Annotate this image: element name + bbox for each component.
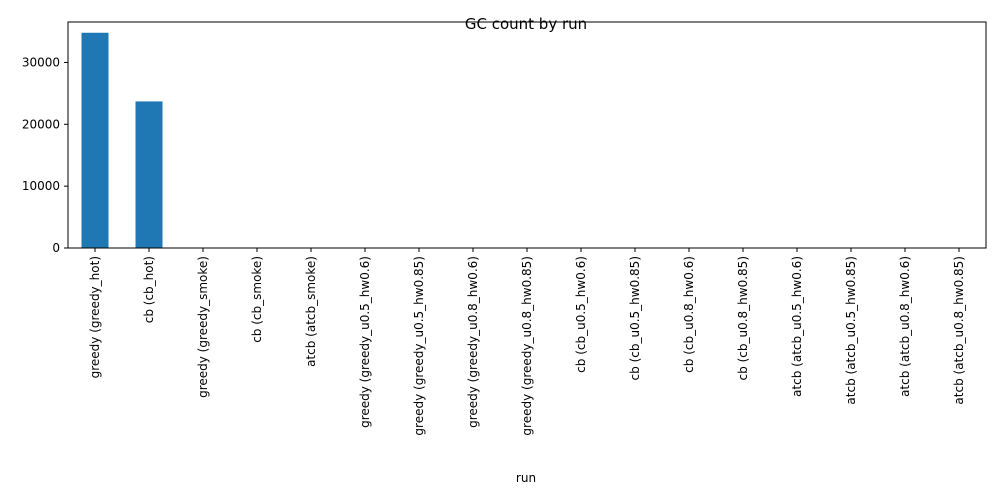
x-tick-label: cb (cb_u0.8_hw0.6) bbox=[682, 256, 696, 373]
x-tick-label: cb (cb_u0.5_hw0.85) bbox=[628, 256, 642, 380]
y-axis-ticks: 0 10000 20000 30000 bbox=[22, 55, 68, 255]
x-tick-label: atcb (atcb_smoke) bbox=[304, 256, 318, 367]
x-tick-label: atcb (atcb_u0.5_hw0.85) bbox=[844, 256, 858, 405]
chart-title: GC count by run bbox=[465, 15, 587, 33]
x-tick-label: greedy (greedy_smoke) bbox=[196, 256, 210, 398]
x-tick-label: cb (cb_smoke) bbox=[250, 256, 264, 343]
x-axis-label: run bbox=[516, 471, 536, 485]
bars-group bbox=[81, 32, 163, 249]
x-tick-label: greedy (greedy_u0.8_hw0.85) bbox=[520, 256, 534, 436]
y-tick-label: 20000 bbox=[22, 117, 60, 131]
bar bbox=[135, 101, 163, 248]
y-tick-label: 30000 bbox=[22, 55, 60, 69]
x-tick-label: greedy (greedy_u0.5_hw0.6) bbox=[358, 256, 372, 428]
x-tick-label: cb (cb_u0.5_hw0.6) bbox=[574, 256, 588, 373]
y-tick-label: 10000 bbox=[22, 179, 60, 193]
plot-frame bbox=[67, 21, 987, 249]
x-tick-label: cb (cb_u0.8_hw0.85) bbox=[736, 256, 750, 380]
x-tick-label: atcb (atcb_u0.8_hw0.6) bbox=[898, 256, 912, 397]
x-tick-label: atcb (atcb_u0.8_hw0.85) bbox=[952, 256, 966, 405]
x-tick-label: greedy (greedy_hot) bbox=[88, 256, 102, 378]
x-tick-label: greedy (greedy_u0.8_hw0.6) bbox=[466, 256, 480, 428]
x-tick-label: cb (cb_hot) bbox=[142, 256, 156, 323]
y-tick-label: 0 bbox=[52, 241, 60, 255]
x-tick-label: greedy (greedy_u0.5_hw0.85) bbox=[412, 256, 426, 436]
x-axis-ticks: greedy (greedy_hot) cb (cb_hot) greedy (gr… bbox=[88, 248, 966, 436]
bar bbox=[81, 32, 109, 249]
x-tick-label: atcb (atcb_u0.5_hw0.6) bbox=[790, 256, 804, 397]
